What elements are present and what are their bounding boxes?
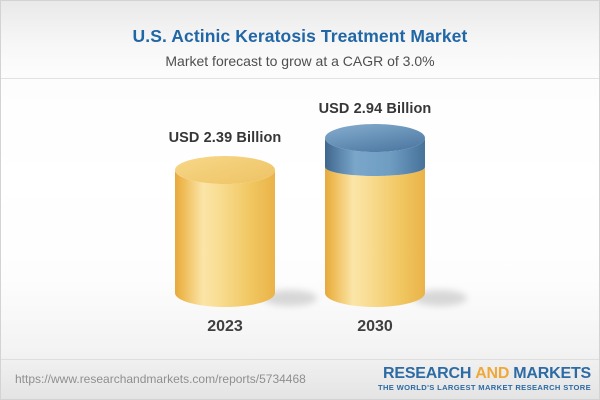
cylinder-shadow-2030: [413, 290, 467, 306]
value-label-2023: USD 2.39 Billion: [168, 130, 282, 146]
chart-header: U.S. Actinic Keratosis Treatment Market …: [1, 1, 599, 79]
logo-word-research: RESEARCH: [383, 365, 472, 382]
logo-word-markets: MARKETS: [513, 365, 591, 382]
report-url: https://www.researchandmarkets.com/repor…: [15, 372, 306, 386]
logo-wordmark: RESEARCH AND MARKETS: [378, 365, 591, 382]
research-and-markets-logo: RESEARCH AND MARKETS THE WORLD'S LARGEST M…: [378, 365, 591, 392]
chart-title: U.S. Actinic Keratosis Treatment Market: [132, 26, 468, 46]
footer: https://www.researchandmarkets.com/repor…: [1, 359, 599, 399]
cylinder-2023: [175, 156, 275, 307]
cylinder-2030: [325, 124, 425, 307]
value-label-2030: USD 2.94 Billion: [318, 101, 432, 117]
cylinder-shadow-2023: [263, 290, 317, 306]
logo-word-and: AND: [475, 365, 510, 382]
x-axis-label-2023: 2023: [207, 318, 243, 335]
chart-subtitle: Market forecast to grow at a CAGR of 3.0…: [165, 53, 435, 69]
x-axis-label-2030: 2030: [357, 318, 393, 335]
logo-tagline: THE WORLD'S LARGEST MARKET RESEARCH STOR…: [377, 383, 591, 392]
